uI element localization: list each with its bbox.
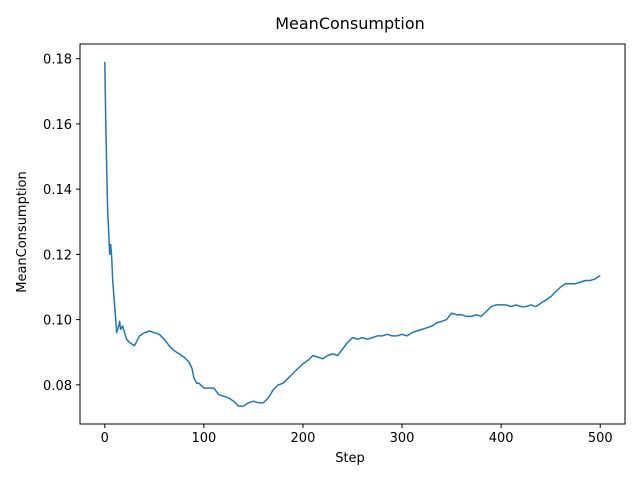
y-tick-label: 0.18 <box>43 53 72 68</box>
y-tick-label: 0.08 <box>43 379 72 394</box>
x-tick-label: 400 <box>489 431 514 446</box>
y-tick-label: 0.12 <box>43 248 72 263</box>
series-line-0 <box>104 61 601 407</box>
y-tick-label: 0.14 <box>43 183 72 198</box>
plot-frame <box>79 43 626 425</box>
axis-ticks: 0 100 200 300 400 500 0.08 0.10 0.12 0.14 0.16 0.18 <box>43 53 613 446</box>
x-tick-label: 500 <box>588 431 613 446</box>
x-tick-label: 100 <box>191 431 216 446</box>
x-axis-label: Step <box>335 451 365 466</box>
y-axis-label: MeanConsumption <box>15 171 30 293</box>
chart-title: MeanConsumption <box>275 14 425 33</box>
y-tick-label: 0.16 <box>43 118 72 133</box>
y-tick-label: 0.10 <box>43 314 72 329</box>
x-tick-label: 200 <box>291 431 316 446</box>
plot-area <box>104 61 601 407</box>
x-tick-label: 0 <box>101 431 109 446</box>
x-tick-label: 300 <box>390 431 415 446</box>
